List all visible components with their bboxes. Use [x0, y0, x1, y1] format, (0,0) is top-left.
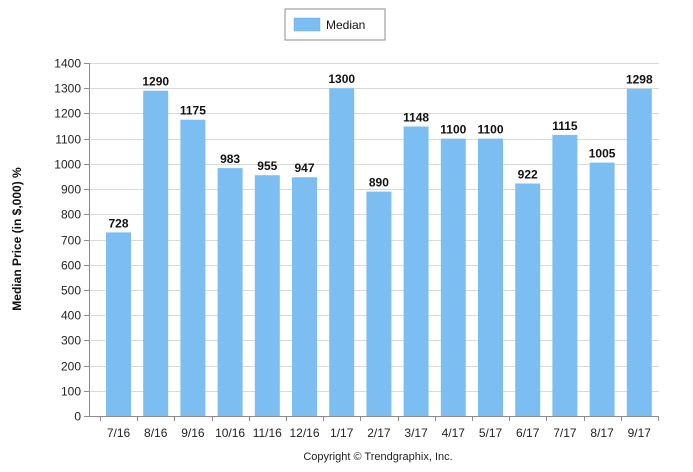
y-tick-label: 800 [61, 208, 81, 222]
x-tick-label: 10/16 [215, 426, 245, 440]
x-tick-label: 1/17 [330, 426, 354, 440]
bar [366, 191, 392, 416]
x-tick-label: 4/17 [442, 426, 466, 440]
y-tick-label: 200 [61, 360, 81, 374]
bar [254, 175, 280, 416]
x-tick-label: 11/16 [253, 426, 282, 440]
y-tick-label: 1100 [55, 133, 81, 147]
bar [292, 177, 317, 416]
bar [106, 232, 131, 416]
bar-value-label: 922 [518, 168, 538, 182]
x-tick-label: 7/16 [107, 426, 131, 440]
bar [626, 88, 652, 416]
y-tick-label: 600 [61, 259, 81, 273]
y-tick-label: 900 [61, 183, 81, 197]
y-axis-title: Median Price (in $,000) % [10, 167, 24, 311]
bar-value-label: 1100 [477, 123, 503, 137]
bar-value-label: 947 [294, 161, 314, 175]
bar [403, 126, 429, 416]
y-tick-label: 500 [61, 284, 81, 298]
x-tick-label: 8/17 [590, 426, 614, 440]
bar [180, 119, 206, 416]
legend-label-median: Median [326, 18, 365, 32]
bar [552, 134, 578, 416]
x-tick-label: 8/16 [144, 426, 168, 440]
x-tick-label: 7/17 [553, 426, 577, 440]
bar-value-label: 1115 [552, 119, 578, 133]
y-tick-label: 300 [61, 334, 81, 348]
legend: Median [284, 8, 386, 41]
x-tick-label: 5/17 [479, 426, 503, 440]
bar-value-label: 1148 [403, 111, 429, 125]
bar [589, 162, 615, 416]
bar [329, 88, 355, 416]
bar [440, 138, 466, 416]
legend-swatch [293, 17, 321, 32]
y-tick-label: 400 [61, 309, 81, 323]
bar-value-label: 1290 [142, 75, 169, 89]
bar [217, 168, 243, 416]
y-tick-label: 700 [61, 234, 81, 248]
bar-value-label: 890 [369, 176, 389, 190]
y-tick-label: 1200 [54, 107, 81, 121]
bar-value-label: 1175 [180, 104, 206, 118]
y-tick-label: 1300 [54, 82, 81, 96]
x-tick-label: 9/17 [628, 426, 652, 440]
bar [143, 90, 169, 416]
bar-value-label: 1005 [589, 147, 616, 161]
x-tick-label: 12/16 [289, 426, 319, 440]
x-tick-label: 6/17 [516, 426, 540, 440]
copyright-text: Copyright © Trendgraphix, Inc. [303, 451, 452, 463]
x-tick-label: 9/16 [181, 426, 205, 440]
bar-value-label: 955 [257, 159, 277, 173]
y-axis: 0 100 200 300 400 500 600 700 800 900 1000 1100 1200… [54, 57, 90, 424]
bar-value-label: 1100 [440, 123, 466, 137]
data-labels: 728 1290 1175 983 955 947 1300 890 1148 1100 1100 9… [108, 72, 652, 230]
y-tick-label: 100 [61, 385, 81, 399]
x-tick-label: 3/17 [404, 426, 428, 440]
bar-value-label: 728 [108, 216, 128, 230]
bar-value-label: 983 [220, 152, 240, 166]
x-tick-label: 2/17 [367, 426, 391, 440]
bars [106, 88, 652, 416]
x-axis: 7/16 8/16 9/16 10/16 11/16 12/16 1/17 2/17 3/17 4… [89, 416, 659, 440]
bar [478, 138, 503, 416]
y-tick-label: 1400 [54, 57, 81, 71]
y-tick-label: 1000 [54, 158, 81, 172]
bar [515, 183, 541, 416]
bar-value-label: 1300 [328, 72, 355, 86]
y-tick-label: 0 [74, 410, 81, 424]
bar-value-label: 1298 [626, 73, 653, 87]
